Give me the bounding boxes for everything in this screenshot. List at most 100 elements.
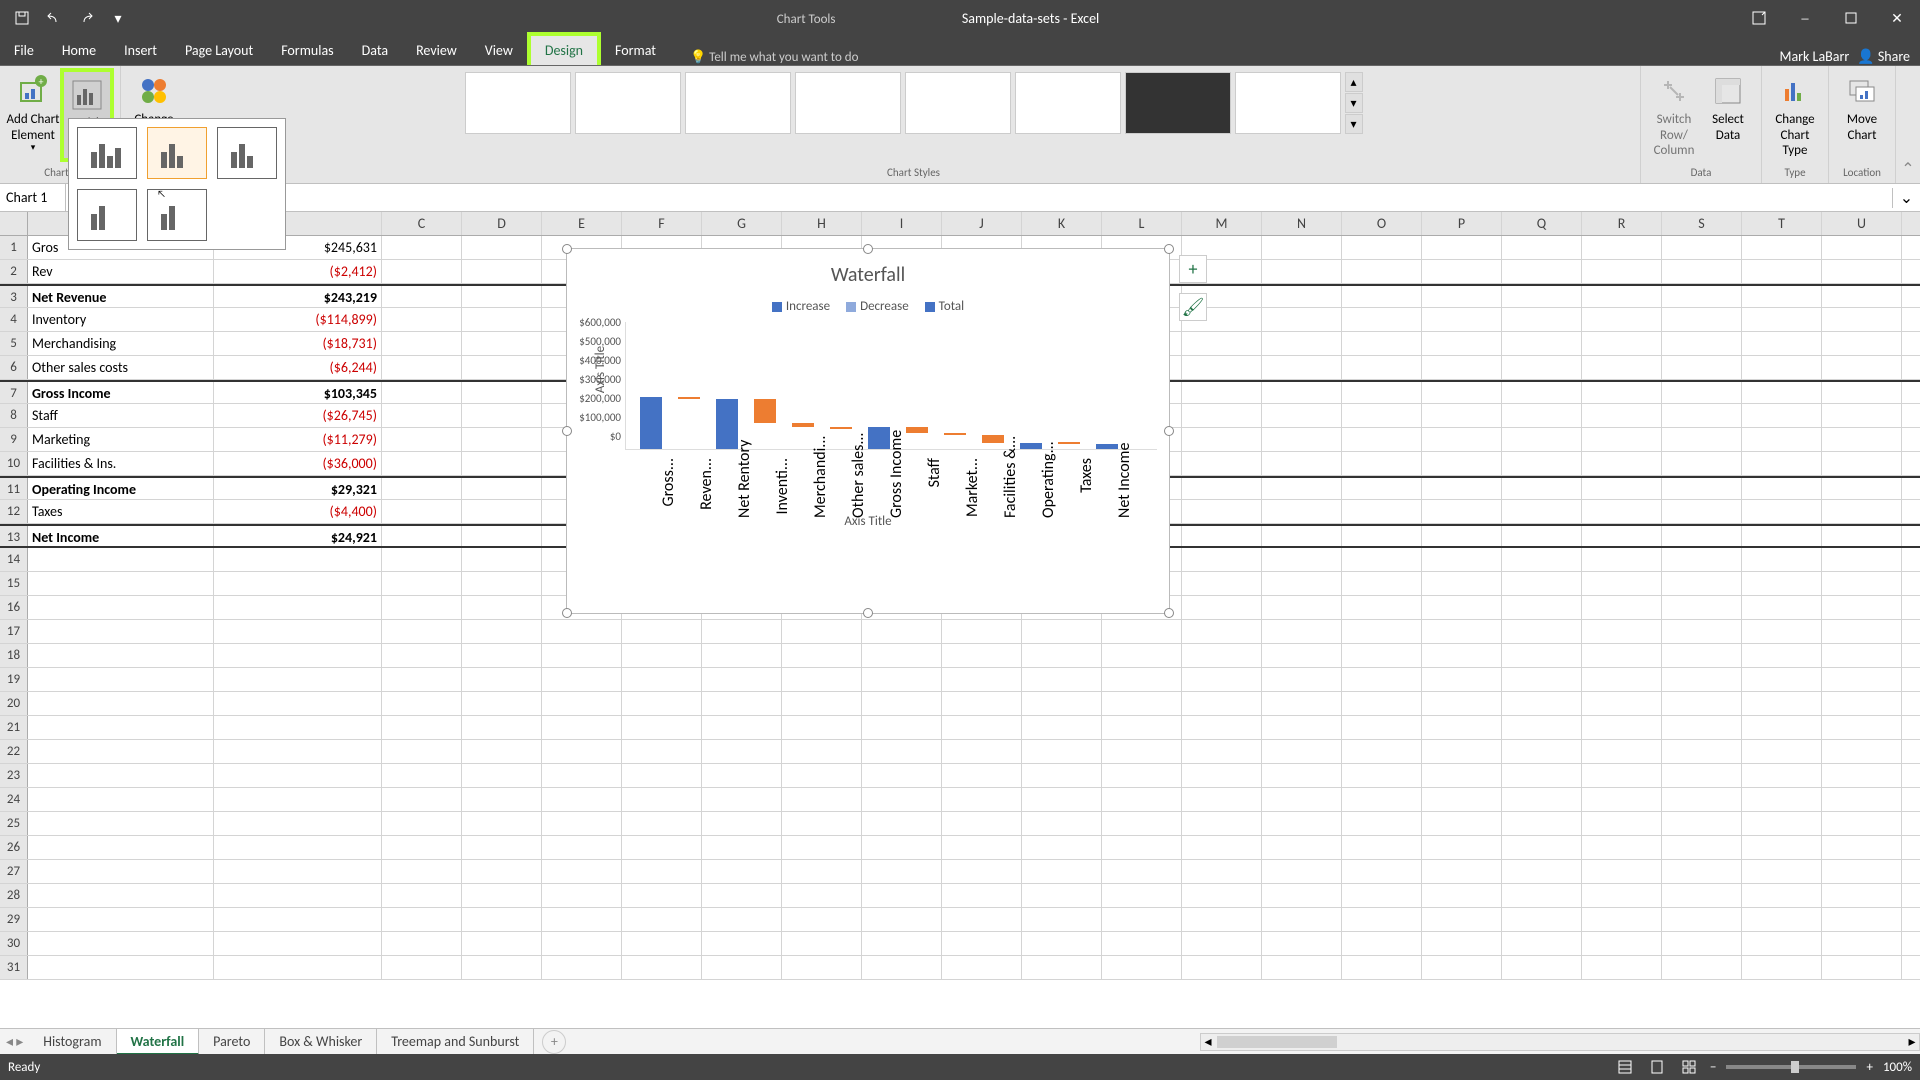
- row-header[interactable]: 18: [0, 644, 28, 667]
- cell-empty[interactable]: [1582, 812, 1662, 835]
- cell-empty[interactable]: [1582, 404, 1662, 427]
- row-header[interactable]: 2: [0, 260, 28, 283]
- cell-empty[interactable]: [214, 788, 382, 811]
- cell-empty[interactable]: [622, 932, 702, 955]
- cell-empty[interactable]: [622, 884, 702, 907]
- cell-empty[interactable]: [462, 836, 542, 859]
- empty-row[interactable]: 26: [0, 836, 1920, 860]
- zoom-out-icon[interactable]: −: [1710, 1060, 1716, 1075]
- cell-empty[interactable]: [1662, 356, 1742, 379]
- style-more[interactable]: ▾: [1345, 114, 1363, 134]
- cell-empty[interactable]: [1582, 884, 1662, 907]
- cell-empty[interactable]: [28, 740, 214, 763]
- cell-empty[interactable]: [1182, 548, 1262, 571]
- cell-empty[interactable]: [1102, 716, 1182, 739]
- cell-empty[interactable]: [214, 908, 382, 931]
- tab-view[interactable]: View: [471, 36, 527, 65]
- cell-empty[interactable]: [942, 620, 1022, 643]
- cell-empty[interactable]: [702, 740, 782, 763]
- layout-option-3[interactable]: [217, 127, 277, 179]
- cell-empty[interactable]: [1822, 548, 1902, 571]
- cell-empty[interactable]: [214, 716, 382, 739]
- cell-empty[interactable]: [382, 308, 462, 331]
- row-header[interactable]: 25: [0, 812, 28, 835]
- cell-empty[interactable]: [1342, 596, 1422, 619]
- cell-empty[interactable]: [542, 644, 622, 667]
- cell-empty[interactable]: [1342, 548, 1422, 571]
- cell-empty[interactable]: [1262, 500, 1342, 523]
- cell-empty[interactable]: [1742, 956, 1822, 979]
- layout-option-5[interactable]: [147, 189, 207, 241]
- row-header[interactable]: 5: [0, 332, 28, 355]
- cell-empty[interactable]: [1662, 382, 1742, 403]
- cell-empty[interactable]: [1582, 500, 1662, 523]
- chart-style-8[interactable]: [1235, 72, 1341, 134]
- cell-empty[interactable]: [462, 526, 542, 546]
- cell-empty[interactable]: [1422, 356, 1502, 379]
- cell-empty[interactable]: [1262, 572, 1342, 595]
- cell-value[interactable]: ($2,412): [214, 260, 382, 283]
- cell-empty[interactable]: [1422, 644, 1502, 667]
- cell-empty[interactable]: [1342, 884, 1422, 907]
- cell-empty[interactable]: [862, 884, 942, 907]
- cell-empty[interactable]: [1582, 956, 1662, 979]
- cell-empty[interactable]: [942, 716, 1022, 739]
- cell-empty[interactable]: [862, 932, 942, 955]
- cell-value[interactable]: $29,321: [214, 478, 382, 499]
- cell-empty[interactable]: [1582, 286, 1662, 307]
- cell-empty[interactable]: [1342, 956, 1422, 979]
- cell-empty[interactable]: [1342, 526, 1422, 546]
- cell-empty[interactable]: [1182, 332, 1262, 355]
- cell-value[interactable]: ($11,279): [214, 428, 382, 451]
- col-header-t[interactable]: T: [1742, 212, 1822, 235]
- cell-empty[interactable]: [782, 644, 862, 667]
- chart-handle-w[interactable]: [562, 426, 572, 436]
- tab-formulas[interactable]: Formulas: [267, 36, 347, 65]
- cell-empty[interactable]: [1742, 884, 1822, 907]
- cell-empty[interactable]: [622, 764, 702, 787]
- cell-empty[interactable]: [782, 836, 862, 859]
- cell-empty[interactable]: [1742, 500, 1822, 523]
- cell-empty[interactable]: [782, 884, 862, 907]
- cell-label[interactable]: Marketing: [28, 428, 214, 451]
- cell-empty[interactable]: [622, 956, 702, 979]
- cell-empty[interactable]: [782, 740, 862, 763]
- row-header[interactable]: 1: [0, 236, 28, 259]
- cell-empty[interactable]: [1102, 812, 1182, 835]
- cell-label[interactable]: Taxes: [28, 500, 214, 523]
- cell-empty[interactable]: [382, 740, 462, 763]
- cell-empty[interactable]: [782, 788, 862, 811]
- cell-empty[interactable]: [1582, 716, 1662, 739]
- change-chart-type-button[interactable]: Change Chart Type: [1768, 68, 1822, 159]
- cell-empty[interactable]: [1822, 404, 1902, 427]
- cell-empty[interactable]: [1262, 428, 1342, 451]
- cell-empty[interactable]: [1102, 740, 1182, 763]
- cell-empty[interactable]: [1582, 740, 1662, 763]
- cell-empty[interactable]: [1182, 382, 1262, 403]
- cell-empty[interactable]: [1742, 788, 1822, 811]
- col-header-d[interactable]: D: [462, 212, 542, 235]
- cell-empty[interactable]: [382, 788, 462, 811]
- cell-empty[interactable]: [1662, 428, 1742, 451]
- cell-empty[interactable]: [1422, 860, 1502, 883]
- cell-empty[interactable]: [382, 260, 462, 283]
- cell-empty[interactable]: [462, 764, 542, 787]
- cell-value[interactable]: ($6,244): [214, 356, 382, 379]
- cell-empty[interactable]: [462, 286, 542, 307]
- cell-empty[interactable]: [1262, 356, 1342, 379]
- cell-empty[interactable]: [214, 668, 382, 691]
- cell-empty[interactable]: [1662, 620, 1742, 643]
- cell-empty[interactable]: [1502, 668, 1582, 691]
- switch-row-column-button[interactable]: Switch Row/ Column: [1647, 68, 1701, 159]
- cell-empty[interactable]: [1742, 572, 1822, 595]
- cell-empty[interactable]: [1822, 478, 1902, 499]
- cell-empty[interactable]: [1502, 526, 1582, 546]
- cell-empty[interactable]: [1262, 382, 1342, 403]
- sheet-tab-pareto[interactable]: Pareto: [199, 1029, 265, 1055]
- cell-empty[interactable]: [1022, 860, 1102, 883]
- cell-empty[interactable]: [1342, 812, 1422, 835]
- cell-empty[interactable]: [1102, 764, 1182, 787]
- cell-empty[interactable]: [1502, 788, 1582, 811]
- cell-empty[interactable]: [1742, 332, 1822, 355]
- empty-row[interactable]: 18: [0, 644, 1920, 668]
